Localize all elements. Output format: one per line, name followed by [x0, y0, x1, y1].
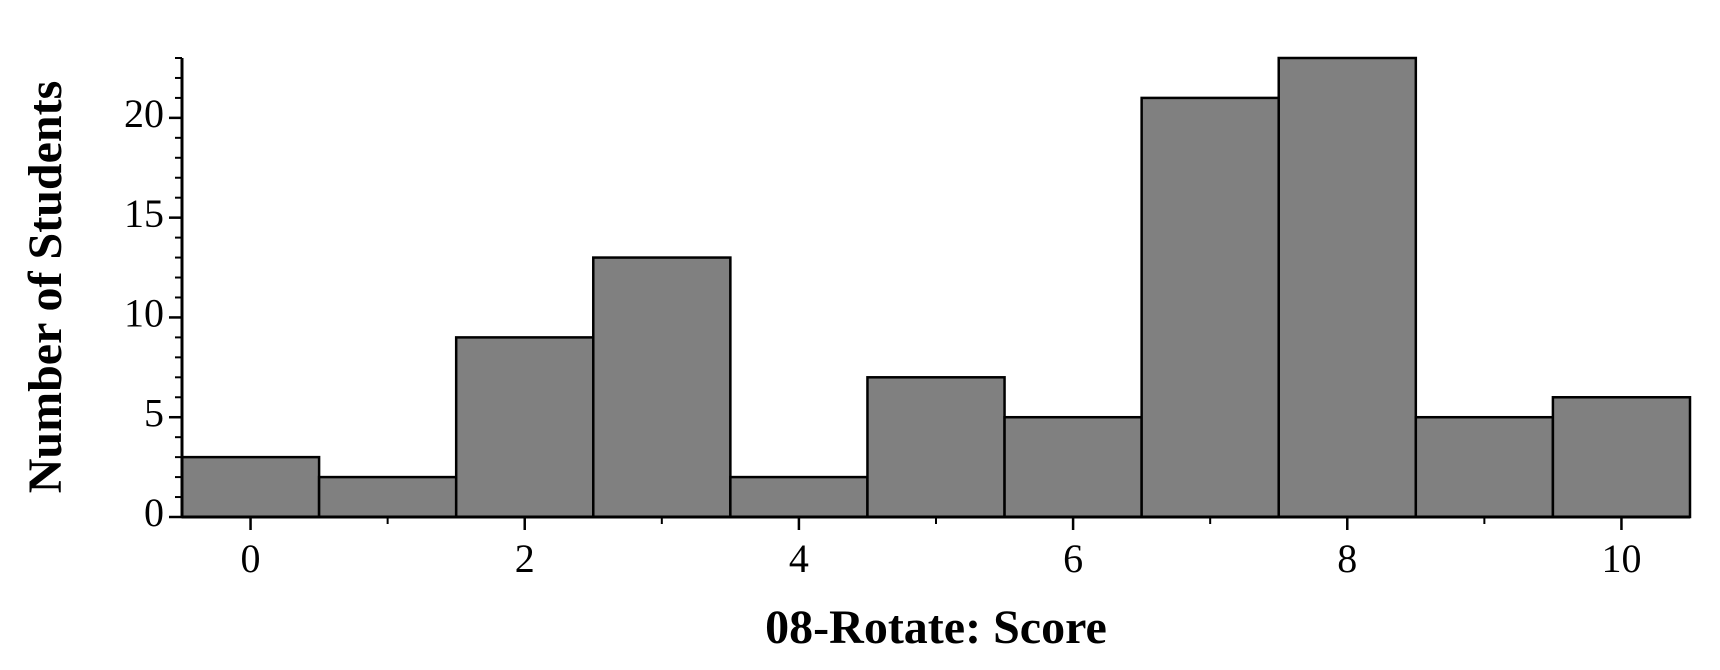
bar: [866, 376, 1006, 519]
y-axis-title: Number of Students: [19, 81, 72, 494]
y-tick-label: 0: [144, 490, 164, 535]
x-axis-title: 08-Rotate: Score: [765, 601, 1107, 654]
bar: [729, 475, 869, 519]
bar: [1140, 96, 1280, 519]
bar: [1414, 415, 1555, 519]
bar: [317, 475, 458, 519]
bar: [592, 256, 732, 519]
bar: [1551, 396, 1692, 519]
x-tick-label: 4: [789, 536, 809, 581]
x-tick-label: 8: [1337, 536, 1357, 581]
y-tick-label: 5: [144, 390, 164, 435]
bar: [1003, 415, 1143, 519]
x-tick-label: 6: [1063, 536, 1083, 581]
y-tick-label: 10: [124, 291, 164, 336]
bar: [180, 455, 321, 519]
x-tick-label: 0: [241, 536, 261, 581]
y-tick-label: 15: [124, 191, 164, 236]
y-tick-label: 20: [124, 91, 164, 136]
bar: [454, 336, 595, 519]
bar: [1277, 56, 1418, 519]
x-tick-label: 2: [515, 536, 535, 581]
x-tick-label: 10: [1601, 536, 1641, 581]
